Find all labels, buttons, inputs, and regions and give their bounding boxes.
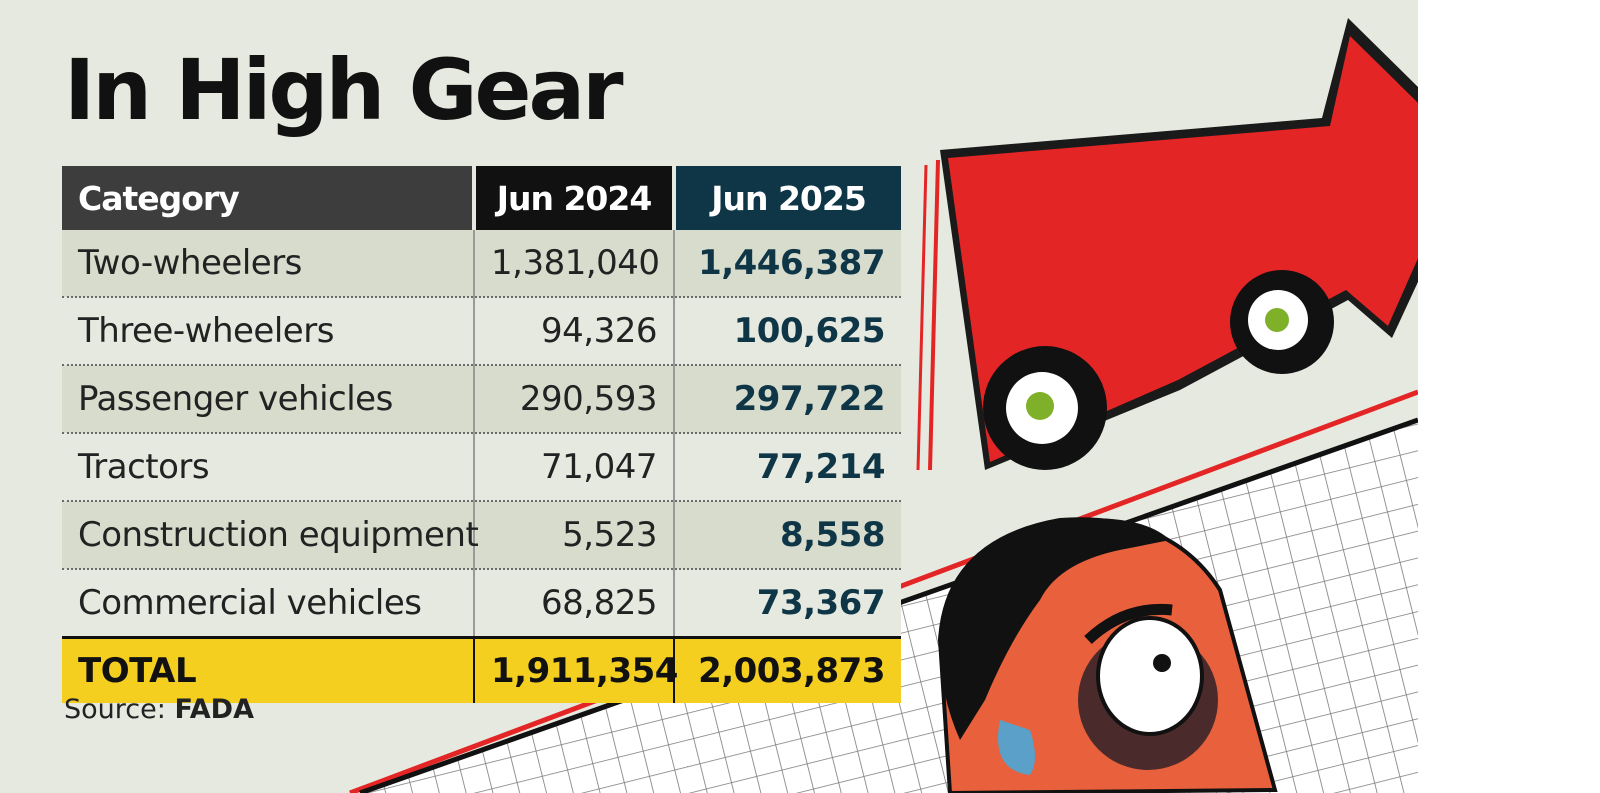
chart-title: In High Gear [64,41,624,139]
jun-2024-value: 290,593 [473,365,674,434]
jun-2024-value: 68,825 [473,569,674,638]
total-label: TOTAL [62,636,474,703]
man-face-icon [937,517,1278,793]
source-prefix: Source: [64,694,166,725]
red-arrow-car-icon [916,18,1418,471]
table-row: Passenger vehicles 290,593 297,722 [62,365,901,434]
source-note: Source: FADA [64,694,254,725]
jun-2024-value: 5,523 [473,501,674,570]
category-cell: Two-wheelers [62,230,474,298]
jun-2024-value: 71,047 [473,433,674,502]
table-row: Three-wheelers 94,326 100,625 [62,297,901,366]
category-cell: Construction equipment [62,501,479,570]
table-row: Construction equipment 5,523 8,558 [62,501,901,570]
infographic-card: In High Gear Category Jun 2024 Jun 2025 … [0,0,1418,793]
column-header-category: Category [62,166,474,230]
category-cell: Tractors [62,433,474,502]
jun-2025-value: 8,558 [673,501,901,570]
column-header-jun-2024: Jun 2024 [472,166,674,230]
jun-2025-value: 297,722 [673,365,901,434]
category-cell: Three-wheelers [62,297,474,366]
jun-2025-value: 77,214 [673,433,901,502]
category-cell: Commercial vehicles [62,569,474,638]
table-row: Two-wheelers 1,381,040 1,446,387 [62,230,901,298]
table-header-row: Category Jun 2024 Jun 2025 [62,166,901,230]
total-jun-2024-value: 1,911,354 [473,636,678,703]
category-cell: Passenger vehicles [62,365,474,434]
source-name: FADA [174,694,254,725]
jun-2024-value: 94,326 [473,297,674,366]
total-row: TOTAL 1,911,354 2,003,873 [62,636,901,703]
table-row: Commercial vehicles 68,825 73,367 [62,569,901,638]
jun-2025-value: 73,367 [673,569,901,638]
jun-2024-value: 1,381,040 [473,230,674,298]
total-jun-2025-value: 2,003,873 [673,636,901,703]
table-row: Tractors 71,047 77,214 [62,433,901,502]
jun-2025-value: 1,446,387 [673,230,901,298]
column-header-jun-2025: Jun 2025 [672,166,901,230]
jun-2025-value: 100,625 [673,297,901,366]
data-table: Category Jun 2024 Jun 2025 Two-wheelers … [62,166,901,703]
